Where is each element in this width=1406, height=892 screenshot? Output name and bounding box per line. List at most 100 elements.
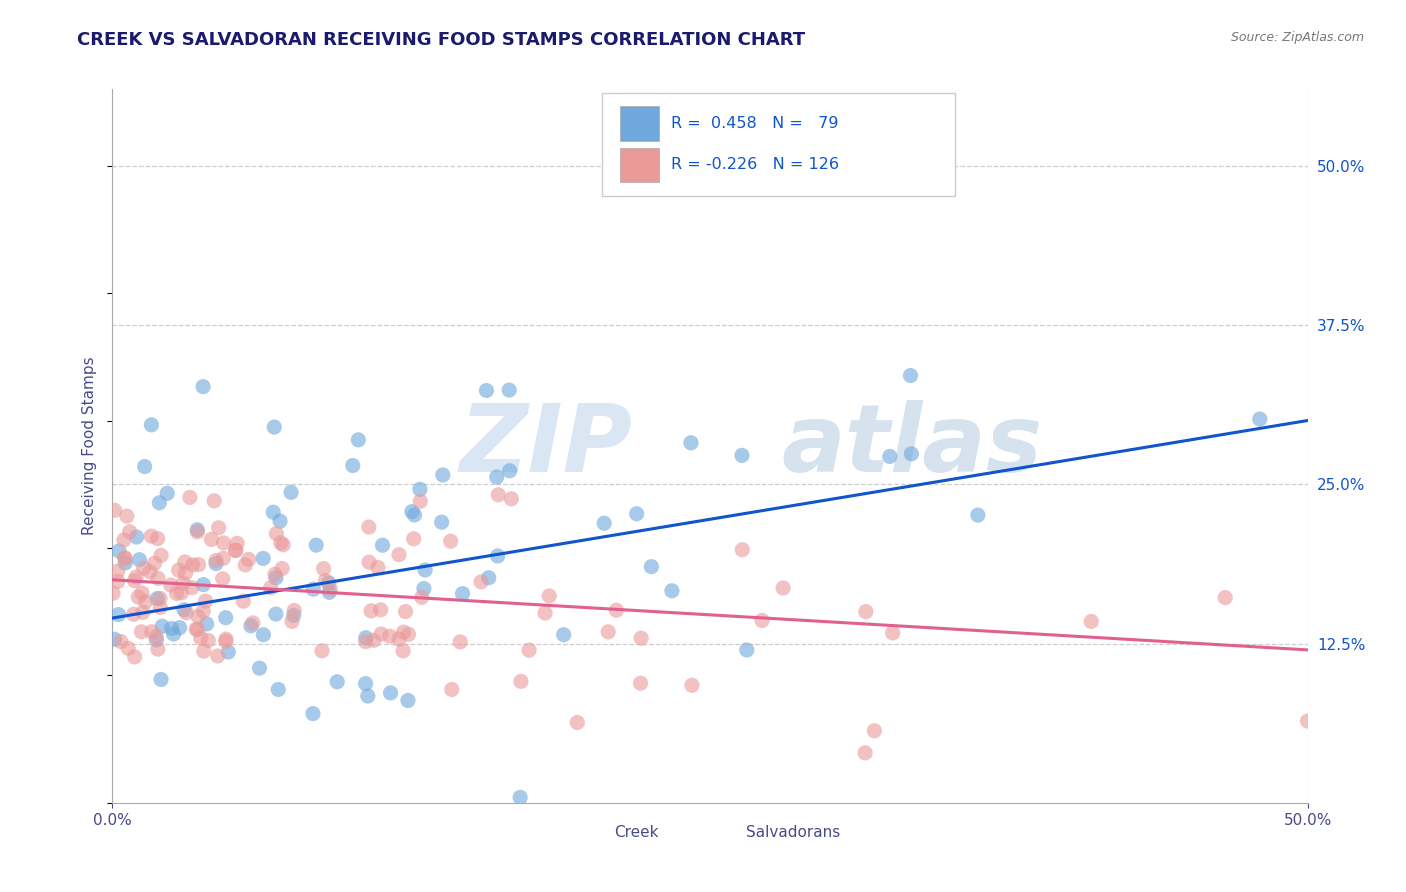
Point <box>193 577 215 591</box>
Point <box>187 623 209 637</box>
Point <box>149 591 172 606</box>
Point <box>354 631 377 645</box>
Point <box>195 616 218 631</box>
Point <box>430 515 453 529</box>
Point <box>357 520 380 534</box>
Point <box>396 693 419 707</box>
Point <box>117 641 139 656</box>
Point <box>132 605 155 619</box>
Point <box>150 549 173 563</box>
Point <box>110 634 132 648</box>
Text: R = -0.226   N = 126: R = -0.226 N = 126 <box>671 157 838 172</box>
Point <box>534 606 557 620</box>
Point <box>412 582 434 596</box>
Point <box>681 678 703 692</box>
Point <box>367 560 389 574</box>
Point <box>200 533 222 547</box>
Point <box>398 627 420 641</box>
Point <box>233 558 256 572</box>
Point <box>125 570 148 584</box>
Point <box>598 624 620 639</box>
Point <box>853 746 876 760</box>
Point <box>264 571 287 585</box>
Point <box>347 433 370 447</box>
Point <box>312 561 335 575</box>
Point <box>305 538 328 552</box>
Point <box>280 485 302 500</box>
Point <box>242 615 264 630</box>
Point <box>517 643 540 657</box>
Point <box>112 533 135 547</box>
Point <box>432 467 454 482</box>
Point <box>180 581 202 595</box>
Point <box>141 624 163 639</box>
Point <box>173 555 195 569</box>
Point <box>404 508 426 522</box>
Point <box>115 509 138 524</box>
Point <box>176 606 198 620</box>
Point <box>392 625 415 640</box>
Bar <box>620 148 658 182</box>
Point <box>392 644 415 658</box>
Point <box>1249 412 1271 426</box>
Point <box>162 627 184 641</box>
Point <box>252 551 274 566</box>
Point <box>449 635 471 649</box>
Point <box>146 571 169 585</box>
Point <box>186 523 208 537</box>
Point <box>127 590 149 604</box>
Point <box>501 491 523 506</box>
Point <box>630 631 652 645</box>
Point <box>143 557 166 571</box>
Point <box>271 538 294 552</box>
Point <box>107 564 129 578</box>
Text: CREEK VS SALVADORAN RECEIVING FOOD STAMPS CORRELATION CHART: CREEK VS SALVADORAN RECEIVING FOOD STAMP… <box>77 31 806 49</box>
Point <box>882 626 904 640</box>
Point <box>553 628 575 642</box>
Point <box>150 673 173 687</box>
Point <box>170 586 193 600</box>
Point <box>172 576 194 591</box>
Point <box>146 591 169 606</box>
Point <box>202 493 225 508</box>
Point <box>593 516 616 531</box>
Point <box>900 368 922 383</box>
Point <box>205 553 228 567</box>
Point <box>1080 615 1102 629</box>
Point <box>124 649 146 664</box>
Point <box>101 586 124 600</box>
Point <box>259 581 281 595</box>
Point <box>735 643 758 657</box>
Point <box>146 532 169 546</box>
Point <box>302 582 325 597</box>
Point <box>166 586 188 600</box>
Point <box>380 686 402 700</box>
Text: Source: ZipAtlas.com: Source: ZipAtlas.com <box>1230 31 1364 45</box>
Point <box>486 488 509 502</box>
Point <box>249 661 271 675</box>
Point <box>128 552 150 566</box>
Point <box>141 417 163 432</box>
Text: Salvadorans: Salvadorans <box>747 824 841 839</box>
Point <box>263 420 285 434</box>
Point <box>205 557 228 571</box>
Point <box>402 532 425 546</box>
Point <box>145 629 167 643</box>
Point <box>1213 591 1236 605</box>
Point <box>215 634 238 648</box>
Point <box>193 604 215 618</box>
Point <box>731 542 754 557</box>
Point <box>125 530 148 544</box>
Point <box>626 507 648 521</box>
Point <box>238 552 260 566</box>
Point <box>173 603 195 617</box>
Point <box>283 603 305 617</box>
Point <box>357 689 380 703</box>
Point <box>264 607 287 621</box>
Point <box>264 567 287 582</box>
Point <box>145 632 167 647</box>
Point <box>661 583 683 598</box>
Point <box>478 571 501 585</box>
Point <box>679 435 702 450</box>
Point <box>174 566 197 580</box>
